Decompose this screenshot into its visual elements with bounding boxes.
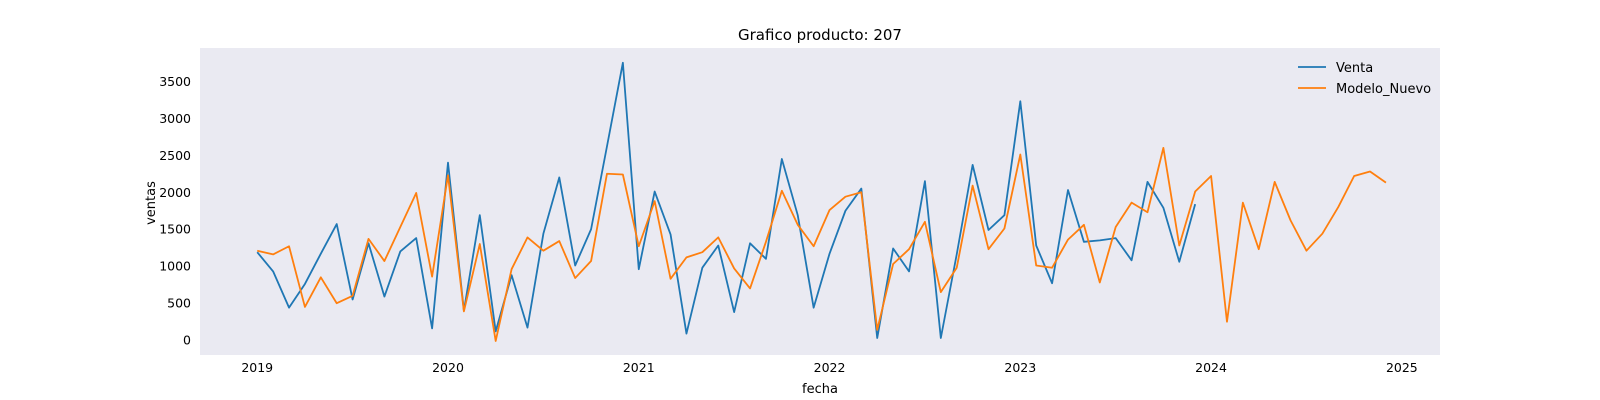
legend-entry-label: Modelo_Nuevo: [1336, 82, 1431, 97]
plot-background: [200, 48, 1440, 355]
x-tick-label: 2021: [623, 360, 655, 375]
x-tick-label: 2023: [1004, 360, 1036, 375]
x-axis-ticks: 2019 2020 2021 2022 2023 2024 2025: [241, 360, 1417, 375]
y-axis-label: ventas: [144, 181, 159, 225]
x-tick-label: 2019: [241, 360, 273, 375]
y-tick-label: 3000: [159, 111, 191, 126]
y-tick-label: 3500: [159, 74, 191, 89]
x-tick-label: 2025: [1386, 360, 1418, 375]
y-tick-label: 0: [183, 333, 191, 348]
legend-entry-label: Venta: [1336, 61, 1373, 76]
legend: Venta Modelo_Nuevo: [1298, 61, 1431, 97]
x-axis-label: fecha: [802, 382, 838, 397]
y-axis-ticks: 0 500 1000 1500 2000 2500 3000 3500: [159, 74, 191, 348]
series-line-modelo-nuevo: [257, 146, 1387, 342]
series-line-venta: [256, 61, 1197, 339]
chart-title: Grafico producto: 207: [738, 26, 902, 44]
x-tick-label: 2020: [432, 360, 464, 375]
y-tick-label: 1000: [159, 259, 191, 274]
y-tick-label: 1500: [159, 222, 191, 237]
y-tick-label: 2000: [159, 185, 191, 200]
series-lines: [256, 61, 1387, 342]
x-tick-label: 2022: [814, 360, 846, 375]
y-tick-label: 2500: [159, 148, 191, 163]
y-tick-label: 500: [167, 296, 191, 311]
x-tick-label: 2024: [1195, 360, 1227, 375]
